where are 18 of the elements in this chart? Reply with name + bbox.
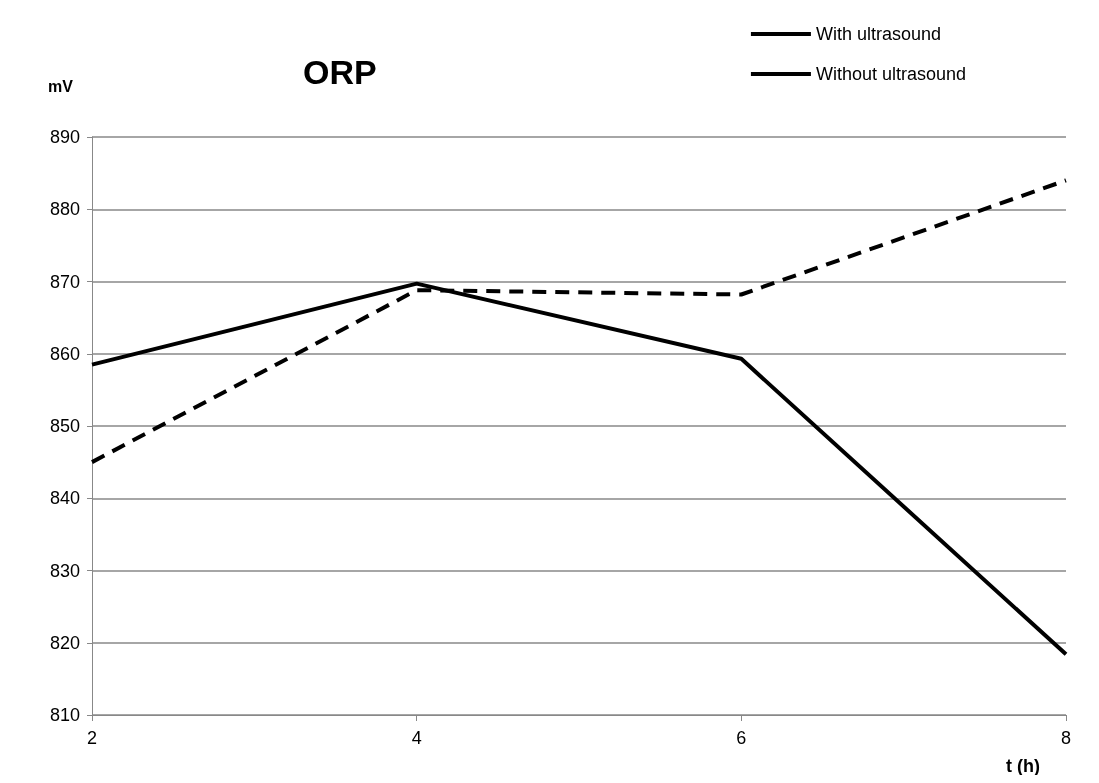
y-tick-label: 870: [49, 271, 80, 292]
chart-title: ORP: [303, 53, 377, 91]
x-axis-title: t (h): [1006, 756, 1040, 776]
y-tick-label: 860: [49, 343, 80, 364]
y-axis-title: mV: [48, 77, 74, 95]
y-tick-label: 830: [49, 560, 80, 581]
y-tick-label: 890: [49, 127, 80, 147]
legend-label: With ultrasound: [815, 24, 941, 44]
legend-label: Without ultrasound: [815, 64, 967, 84]
y-tick-label: 840: [49, 488, 80, 509]
y-tick-label: 850: [49, 416, 80, 436]
y-tick-label: 810: [49, 705, 80, 725]
y-tick-label: 880: [49, 199, 80, 220]
x-tick-label: 8: [1060, 728, 1072, 748]
y-tick-label: 820: [49, 632, 80, 653]
x-tick-label: 6: [736, 728, 747, 748]
x-tick-label: 4: [411, 728, 422, 748]
x-tick-label: 2: [86, 728, 98, 748]
